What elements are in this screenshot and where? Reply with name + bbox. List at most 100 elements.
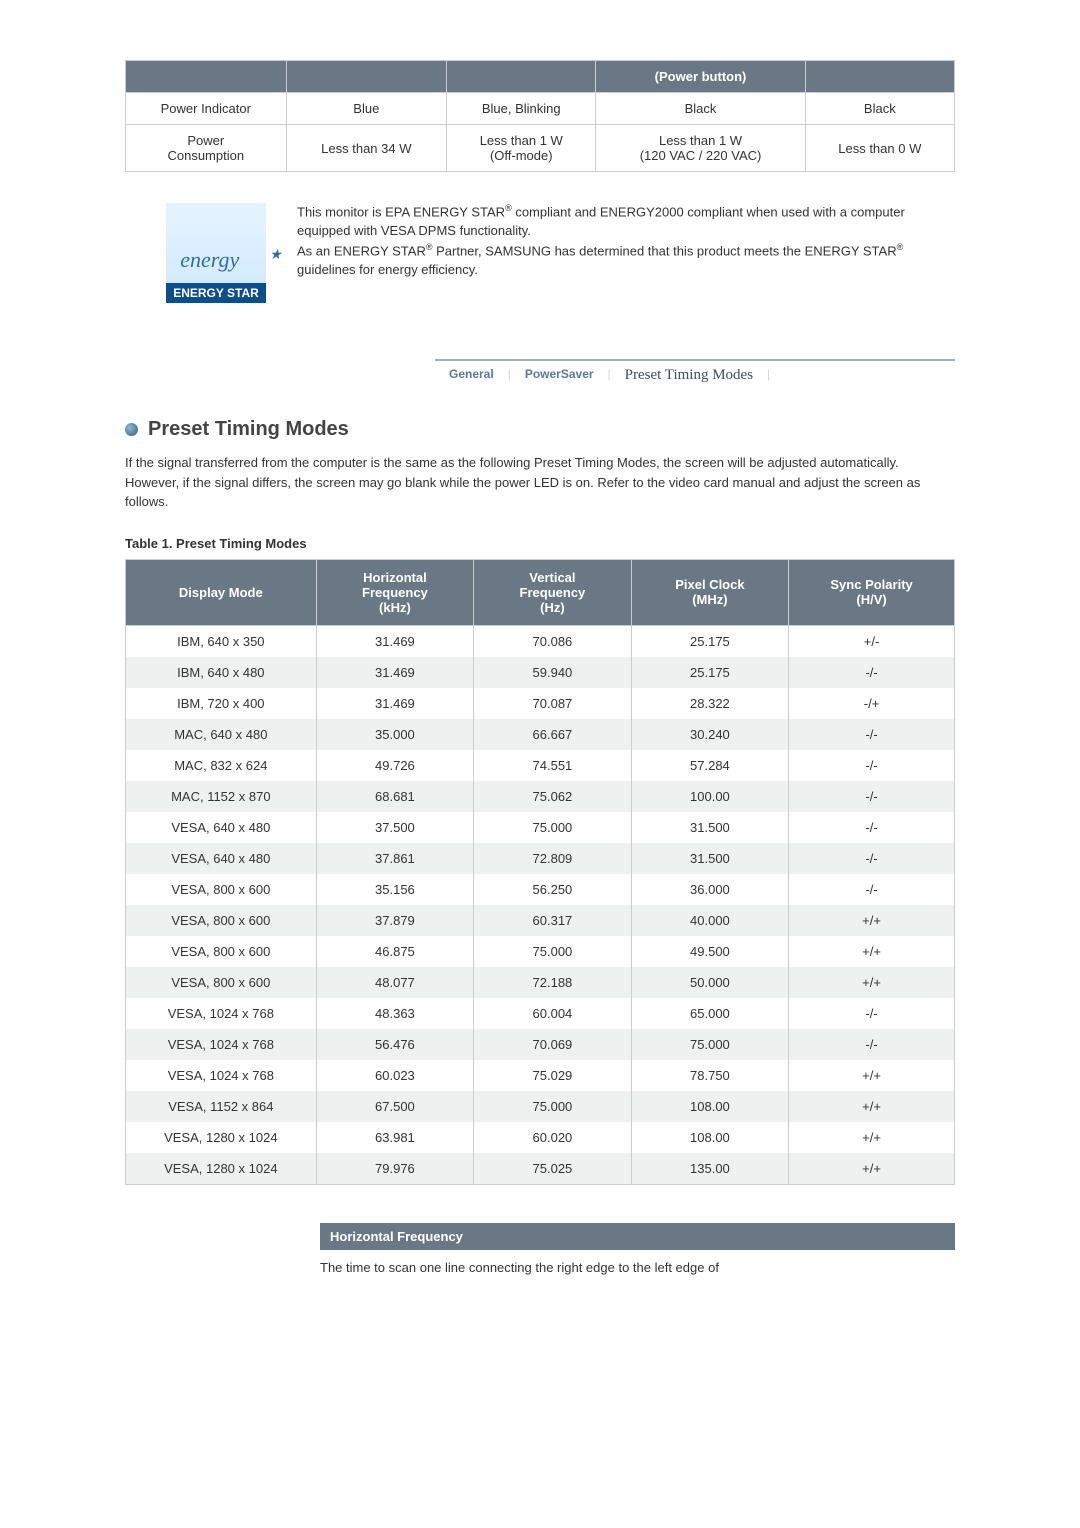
horizontal-frequency-text: The time to scan one line connecting the… [320,1250,955,1275]
timing-cell: 37.879 [316,905,474,936]
timing-cell: 70.069 [474,1029,632,1060]
timing-cell: 135.00 [631,1153,789,1185]
power-cell: Black [596,93,805,125]
timing-cell: MAC, 640 x 480 [126,719,317,750]
timing-cell: 37.500 [316,812,474,843]
timing-cell: 67.500 [316,1091,474,1122]
power-cell: Less than 1 W(Off-mode) [447,125,596,172]
th-sync-polarity: Sync Polarity (H/V) [789,559,955,625]
section-title: Preset Timing Modes [148,418,349,441]
timing-cell: +/+ [789,1122,955,1153]
timing-cell: IBM, 720 x 400 [126,688,317,719]
timing-cell: 70.087 [474,688,632,719]
timing-cell: +/+ [789,936,955,967]
timing-cell: +/+ [789,905,955,936]
timing-cell: 68.681 [316,781,474,812]
energy-logo-script: energy★ [180,247,252,273]
bullet-icon [125,423,138,436]
timing-cell: 57.284 [631,750,789,781]
energy-star-block: energy★ ENERGY STAR This monitor is EPA … [165,202,955,304]
timing-cell: -/- [789,812,955,843]
table-row: VESA, 800 x 60035.15656.25036.000-/- [126,874,955,905]
th-display-mode: Display Mode [126,559,317,625]
timing-cell: 46.875 [316,936,474,967]
timing-cell: 75.000 [474,936,632,967]
table-row: MAC, 1152 x 87068.68175.062100.00-/- [126,781,955,812]
timing-cell: 74.551 [474,750,632,781]
timing-cell: VESA, 800 x 600 [126,936,317,967]
power-cell: Blue [286,93,447,125]
timing-cell: IBM, 640 x 480 [126,657,317,688]
power-cell: Blue, Blinking [447,93,596,125]
timing-cell: MAC, 1152 x 870 [126,781,317,812]
timing-cell: 30.240 [631,719,789,750]
timing-cell: 37.861 [316,843,474,874]
power-th-1 [126,61,287,93]
table-row: VESA, 1024 x 76860.02375.02978.750+/+ [126,1060,955,1091]
timing-cell: 72.809 [474,843,632,874]
power-cell: Less than 34 W [286,125,447,172]
timing-cell: VESA, 1280 x 1024 [126,1153,317,1185]
timing-cell: +/+ [789,1153,955,1185]
timing-cell: -/+ [789,688,955,719]
tab-powersaver[interactable]: PowerSaver [511,361,608,390]
timing-cell: 72.188 [474,967,632,998]
timing-cell: 75.000 [474,812,632,843]
timing-cell: -/- [789,874,955,905]
timing-cell: VESA, 800 x 600 [126,874,317,905]
timing-cell: 60.004 [474,998,632,1029]
timing-cell: 36.000 [631,874,789,905]
timing-cell: -/- [789,750,955,781]
power-cell: Power Indicator [126,93,287,125]
table-row: VESA, 640 x 48037.50075.00031.500-/- [126,812,955,843]
tab-general[interactable]: General [435,361,508,390]
timing-cell: VESA, 800 x 600 [126,967,317,998]
table-row: VESA, 640 x 48037.86172.80931.500-/- [126,843,955,874]
timing-cell: 75.062 [474,781,632,812]
timing-cell: 75.029 [474,1060,632,1091]
timing-cell: 60.020 [474,1122,632,1153]
power-th-3 [447,61,596,93]
timing-cell: 59.940 [474,657,632,688]
table-row: VESA, 1024 x 76848.36360.00465.000-/- [126,998,955,1029]
power-th-5 [805,61,954,93]
energy-star-text: This monitor is EPA ENERGY STAR® complia… [297,202,955,280]
timing-cell: 65.000 [631,998,789,1029]
timing-cell: 31.469 [316,688,474,719]
timing-cell: 28.322 [631,688,789,719]
timing-cell: -/- [789,998,955,1029]
timing-cell: +/+ [789,1091,955,1122]
timing-cell: 75.000 [474,1091,632,1122]
tab-preset-timing[interactable]: Preset Timing Modes [611,361,767,390]
th-vertical-freq: Vertical Frequency (Hz) [474,559,632,625]
timing-cell: 100.00 [631,781,789,812]
table-row: MAC, 832 x 62449.72674.55157.284-/- [126,750,955,781]
timing-cell: 60.317 [474,905,632,936]
timing-cell: -/- [789,843,955,874]
timing-cell: 35.000 [316,719,474,750]
section-paragraph: If the signal transferred from the compu… [125,453,955,512]
timing-cell: -/- [789,1029,955,1060]
nav-separator: | [767,361,770,390]
timing-cell: 49.500 [631,936,789,967]
energy-logo-label: ENERGY STAR [166,283,266,303]
timing-cell: VESA, 1280 x 1024 [126,1122,317,1153]
timing-cell: 70.086 [474,625,632,657]
timing-cell: -/- [789,719,955,750]
timing-cell: 108.00 [631,1091,789,1122]
timing-cell: VESA, 1024 x 768 [126,1060,317,1091]
power-th-4: (Power button) [596,61,805,93]
timing-cell: 60.023 [316,1060,474,1091]
timing-cell: 56.476 [316,1029,474,1060]
table-row: VESA, 1152 x 86467.50075.000108.00+/+ [126,1091,955,1122]
timing-cell: 49.726 [316,750,474,781]
timing-cell: -/- [789,657,955,688]
timing-cell: 56.250 [474,874,632,905]
timing-cell: 63.981 [316,1122,474,1153]
table-row: VESA, 1024 x 76856.47670.06975.000-/- [126,1029,955,1060]
timing-cell: IBM, 640 x 350 [126,625,317,657]
timing-cell: -/- [789,781,955,812]
timing-cell: +/+ [789,1060,955,1091]
timing-cell: 25.175 [631,657,789,688]
timing-cell: 108.00 [631,1122,789,1153]
